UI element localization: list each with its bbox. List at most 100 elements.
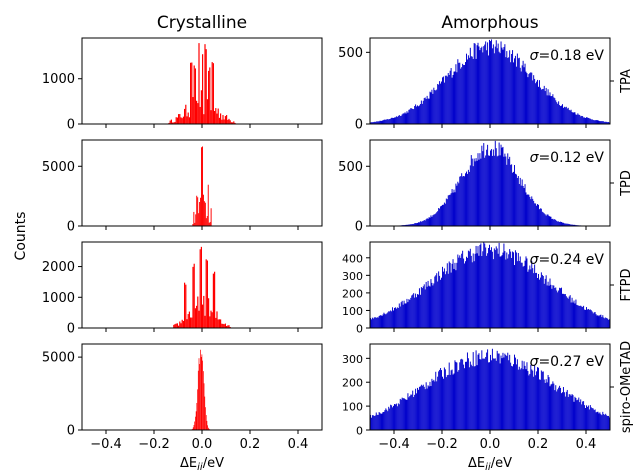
histogram-bar <box>483 46 485 124</box>
histogram-bar <box>601 317 603 328</box>
histogram-bar <box>452 192 454 226</box>
histogram-bar <box>472 58 474 124</box>
histogram-bar <box>203 383 205 430</box>
histogram-bar <box>218 117 220 124</box>
histogram-bar <box>449 70 451 124</box>
histogram-bar <box>570 224 572 226</box>
histogram-bar <box>576 400 578 430</box>
histogram-bar <box>511 53 513 125</box>
histogram-bar <box>517 253 519 328</box>
histogram-bar <box>510 251 512 328</box>
histogram-bar <box>423 98 425 124</box>
histogram-bar <box>190 317 192 328</box>
histogram-bar <box>527 271 529 328</box>
histogram-bar <box>475 350 477 430</box>
histogram-bar <box>431 282 433 328</box>
histogram-bar <box>584 309 586 328</box>
histogram-bar <box>459 362 461 430</box>
histogram-bar <box>595 120 597 124</box>
histogram-bar <box>599 121 601 124</box>
histogram-bar <box>429 381 431 430</box>
histogram-bar <box>518 366 520 430</box>
histogram-bar <box>555 287 557 328</box>
histogram-bar <box>496 156 498 226</box>
histogram-bar <box>405 399 407 430</box>
histogram-bar <box>435 371 437 430</box>
histogram-bar <box>456 362 458 430</box>
histogram-bar <box>535 375 537 430</box>
histogram-bar <box>530 199 532 226</box>
histogram-bar <box>456 185 458 226</box>
histogram-bar <box>208 298 210 328</box>
histogram-bar <box>481 256 483 328</box>
histogram-bar <box>453 189 455 226</box>
histogram-bar <box>511 257 513 328</box>
histogram-bar <box>501 147 503 226</box>
histogram-bar <box>206 216 208 226</box>
histogram-bar <box>461 67 463 124</box>
histogram-bar <box>466 173 468 226</box>
histogram-bar <box>226 326 228 328</box>
histogram-bar <box>474 366 476 430</box>
histogram-bar <box>582 116 584 124</box>
y-tick-label: 300 <box>342 270 363 283</box>
histogram-bar <box>397 308 399 328</box>
histogram-bar <box>485 41 487 125</box>
histogram-bar <box>540 370 542 430</box>
histogram-bar <box>415 293 417 328</box>
histogram-bar <box>551 383 553 430</box>
histogram-bar <box>536 205 538 226</box>
histogram-bar <box>553 383 555 430</box>
histogram-bar <box>517 176 519 226</box>
histogram-bar <box>564 396 566 430</box>
histogram-bar <box>505 259 507 328</box>
histogram-bar <box>495 246 497 328</box>
histogram-bar <box>575 299 577 328</box>
histogram-bar <box>409 224 411 226</box>
histogram-bar <box>571 394 573 430</box>
histogram-bar <box>449 374 451 430</box>
histogram-bar <box>205 49 207 124</box>
histogram-bar <box>599 315 601 328</box>
histogram-bar <box>520 262 522 328</box>
x-tick-label: −0.4 <box>378 437 410 452</box>
histogram-bar <box>415 388 417 430</box>
histogram-bar <box>516 359 518 430</box>
histogram-bar <box>439 275 441 328</box>
histogram-bar <box>422 384 424 430</box>
histogram-bar <box>207 425 208 430</box>
histogram-bar <box>209 222 211 226</box>
histogram-bar <box>206 99 208 124</box>
panel-tpa-amorphous: 0 500 σ=0.18 eV TPA <box>338 37 634 133</box>
histogram-bar <box>186 319 188 328</box>
histogram-bar <box>420 287 422 328</box>
histogram-bar <box>202 360 203 430</box>
x-axis-label-base: ΔE <box>468 456 485 471</box>
histogram-bar <box>208 70 210 124</box>
histogram-bar <box>434 381 436 430</box>
x-axis-label-subscript: ii <box>485 462 491 473</box>
histogram-bar <box>486 352 488 430</box>
histogram-bar <box>509 354 511 430</box>
panel-tpa-crystalline: 0 1000 <box>42 37 323 133</box>
histogram-bar <box>498 242 500 328</box>
histogram-bar <box>526 258 528 328</box>
histogram-bar <box>212 63 214 124</box>
histogram-bar <box>417 222 418 226</box>
histogram-bar <box>420 100 422 124</box>
histogram-bar <box>550 384 552 430</box>
histogram-bar <box>195 214 197 226</box>
histogram-bar <box>471 262 473 328</box>
histogram-bar <box>425 99 427 124</box>
histogram-bar <box>532 80 534 124</box>
histogram-bar <box>603 317 605 328</box>
histogram-bar <box>405 113 407 124</box>
histogram-bar <box>571 111 573 124</box>
histogram-bar <box>372 122 374 124</box>
histogram-bar <box>450 193 452 226</box>
histogram-bar <box>557 292 559 328</box>
histogram-bar <box>560 106 562 124</box>
histogram-bar <box>550 284 552 328</box>
histogram-bar <box>481 145 483 226</box>
histogram-bar <box>205 407 206 430</box>
